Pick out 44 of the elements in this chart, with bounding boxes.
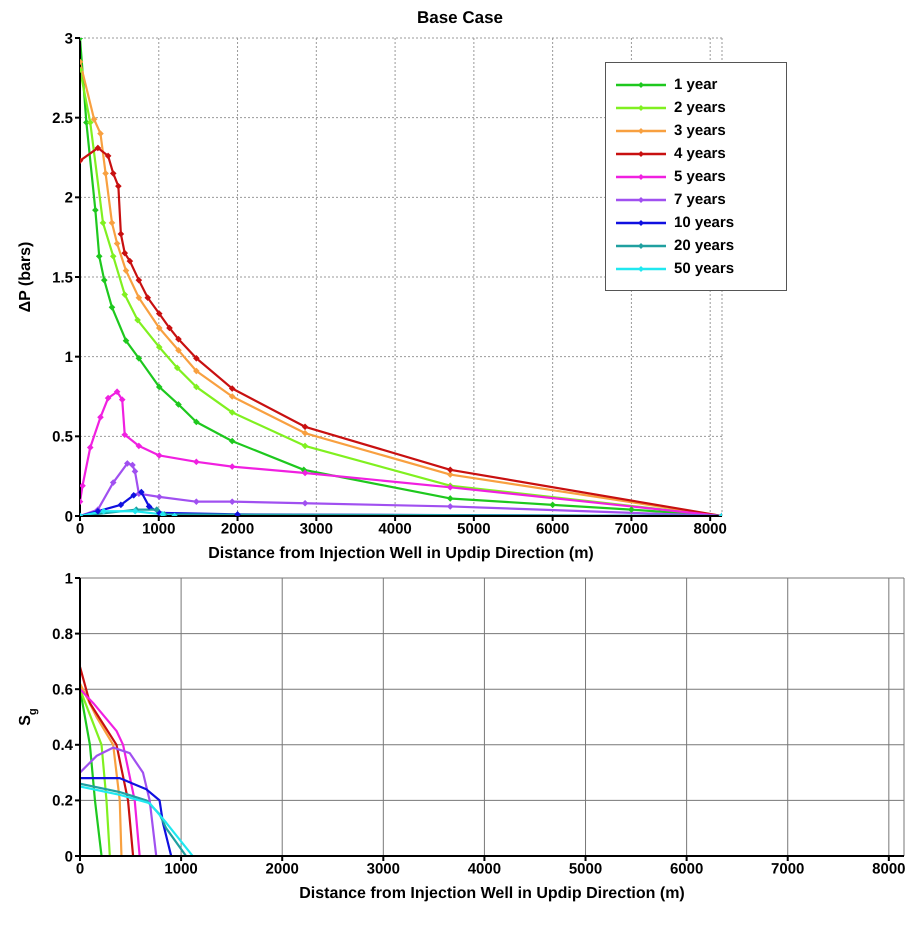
- legend-label: 1 year: [674, 76, 718, 93]
- y-tick-label: 2: [64, 190, 73, 207]
- y-tick-label: 2.5: [52, 110, 73, 127]
- x-tick-label: 5000: [568, 860, 602, 878]
- x-tick-label: 8000: [872, 860, 906, 878]
- x-tick-label: 4000: [468, 860, 502, 878]
- y-tick-label: 1.5: [52, 269, 73, 286]
- x-tick-label: 8000: [693, 520, 727, 538]
- y-tick-label: 0.5: [52, 428, 73, 446]
- y-tick-label: 1: [64, 348, 73, 366]
- legend-label: 7 years: [674, 191, 726, 208]
- x-tick-label: 0: [76, 520, 84, 538]
- y-tick-label: 0: [64, 508, 73, 526]
- x-tick-label: 5000: [457, 520, 491, 538]
- y-tick-label: 0: [64, 848, 73, 866]
- chart-title: Base Case: [416, 8, 504, 29]
- x-tick-label: 3000: [300, 520, 334, 538]
- legend-label: 10 years: [674, 214, 734, 231]
- x-tick-label: 3000: [366, 860, 400, 878]
- legend-label: 4 years: [674, 145, 726, 162]
- x-tick-label: 7000: [614, 520, 648, 538]
- y-tick-label: 3: [64, 30, 73, 48]
- x-tick-label: 2000: [220, 520, 254, 538]
- y-tick-label: 0.6: [52, 682, 73, 699]
- x-tick-label: 1000: [142, 520, 176, 538]
- x-tick-label: 4000: [378, 520, 412, 538]
- x-axis-title: Distance from Injection Well in Updip Direction (m): [208, 545, 594, 562]
- x-tick-label: 6000: [670, 860, 704, 878]
- y-tick-label: 1: [64, 570, 73, 588]
- y-axis-title: ΔP (bars): [17, 242, 34, 312]
- legend-label: 3 years: [674, 122, 726, 139]
- legend-label: 50 years: [674, 260, 734, 277]
- y-tick-label: 0.8: [52, 626, 73, 643]
- legend-label: 5 years: [674, 168, 726, 185]
- legend-label: 20 years: [674, 237, 734, 254]
- legend-label: 2 years: [674, 99, 726, 116]
- x-axis-title: Distance from Injection Well in Updip Direction (m): [299, 885, 685, 902]
- x-tick-label: 1000: [164, 860, 198, 878]
- y-tick-label: 0.4: [52, 737, 74, 754]
- x-tick-label: 2000: [266, 860, 299, 878]
- x-tick-label: 0: [76, 860, 84, 878]
- x-tick-label: 6000: [536, 520, 570, 538]
- y-tick-label: 0.2: [52, 792, 73, 810]
- x-tick-label: 7000: [771, 860, 804, 878]
